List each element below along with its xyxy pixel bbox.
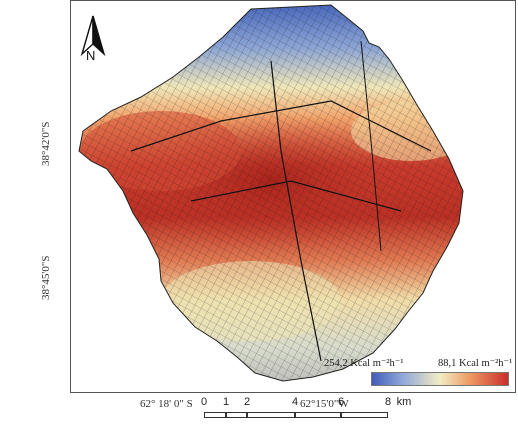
- map-frame: [70, 0, 516, 393]
- heat-map: [78, 4, 464, 382]
- scale-bar: 0 1 2 4 6 8 km: [200, 396, 420, 436]
- scale-tick-1: 1: [222, 396, 230, 408]
- north-letter: N: [86, 48, 96, 63]
- scale-tick-6: 6: [337, 396, 345, 408]
- scale-tick-0: 0: [200, 396, 208, 408]
- scale-tick-4: 4: [291, 396, 299, 408]
- scale-segments: [204, 412, 390, 420]
- lon-label-1: 62° 18' 0" S: [140, 398, 193, 410]
- legend-color-ramp: [371, 372, 509, 386]
- scale-tick-8: 8: [384, 396, 392, 408]
- lon-label-2: 62°15'0"W: [300, 398, 349, 410]
- north-arrow-icon: [80, 15, 106, 57]
- scale-tick-2: 2: [243, 396, 251, 408]
- lat-label-2: 38°45'0"S: [40, 255, 52, 301]
- legend-min-label: 254,2 Kcal m⁻²h⁻¹: [324, 358, 404, 369]
- scale-unit: km: [396, 396, 412, 408]
- legend-max-label: 88,1 Kcal m⁻²h⁻¹: [438, 358, 513, 369]
- lat-label-1: 38°42'0"S: [40, 121, 52, 167]
